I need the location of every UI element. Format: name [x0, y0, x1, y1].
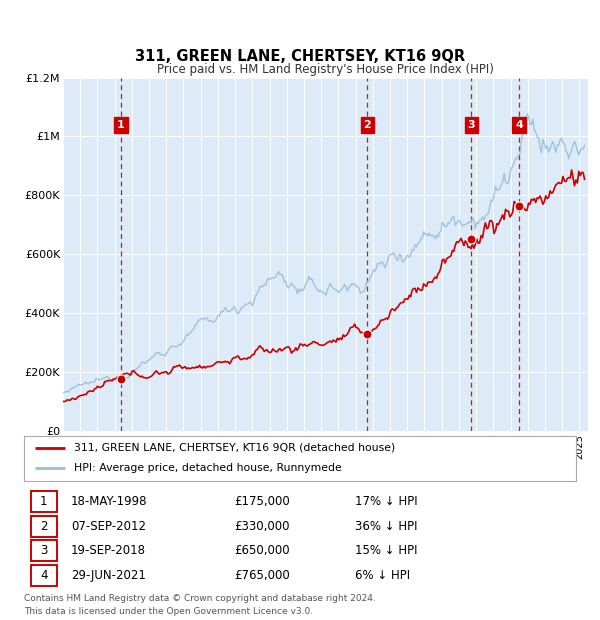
- FancyBboxPatch shape: [512, 117, 526, 133]
- Text: 6% ↓ HPI: 6% ↓ HPI: [355, 569, 410, 582]
- Text: 4: 4: [40, 569, 47, 582]
- FancyBboxPatch shape: [361, 117, 374, 133]
- FancyBboxPatch shape: [465, 117, 478, 133]
- Text: This data is licensed under the Open Government Licence v3.0.: This data is licensed under the Open Gov…: [24, 607, 313, 616]
- Text: HPI: Average price, detached house, Runnymede: HPI: Average price, detached house, Runn…: [74, 463, 341, 474]
- Text: 36% ↓ HPI: 36% ↓ HPI: [355, 520, 418, 533]
- Text: 18-MAY-1998: 18-MAY-1998: [71, 495, 148, 508]
- Text: 19-SEP-2018: 19-SEP-2018: [71, 544, 146, 557]
- Text: 2: 2: [364, 120, 371, 130]
- Title: Price paid vs. HM Land Registry's House Price Index (HPI): Price paid vs. HM Land Registry's House …: [157, 63, 494, 76]
- Text: 311, GREEN LANE, CHERTSEY, KT16 9QR (detached house): 311, GREEN LANE, CHERTSEY, KT16 9QR (det…: [74, 443, 395, 453]
- Text: 29-JUN-2021: 29-JUN-2021: [71, 569, 146, 582]
- Text: 3: 3: [40, 544, 47, 557]
- Text: 2: 2: [40, 520, 47, 533]
- Text: 15% ↓ HPI: 15% ↓ HPI: [355, 544, 418, 557]
- Text: £765,000: £765,000: [234, 569, 290, 582]
- Text: 3: 3: [467, 120, 475, 130]
- Text: £175,000: £175,000: [234, 495, 290, 508]
- FancyBboxPatch shape: [31, 565, 57, 586]
- Text: 311, GREEN LANE, CHERTSEY, KT16 9QR: 311, GREEN LANE, CHERTSEY, KT16 9QR: [135, 50, 465, 64]
- Text: 17% ↓ HPI: 17% ↓ HPI: [355, 495, 418, 508]
- Text: £330,000: £330,000: [234, 520, 289, 533]
- Text: 1: 1: [40, 495, 47, 508]
- FancyBboxPatch shape: [31, 516, 57, 537]
- Text: 4: 4: [515, 120, 523, 130]
- FancyBboxPatch shape: [31, 540, 57, 562]
- Text: 07-SEP-2012: 07-SEP-2012: [71, 520, 146, 533]
- FancyBboxPatch shape: [31, 491, 57, 512]
- Text: Contains HM Land Registry data © Crown copyright and database right 2024.: Contains HM Land Registry data © Crown c…: [24, 595, 376, 603]
- Text: £650,000: £650,000: [234, 544, 289, 557]
- FancyBboxPatch shape: [115, 117, 128, 133]
- Text: 1: 1: [117, 120, 125, 130]
